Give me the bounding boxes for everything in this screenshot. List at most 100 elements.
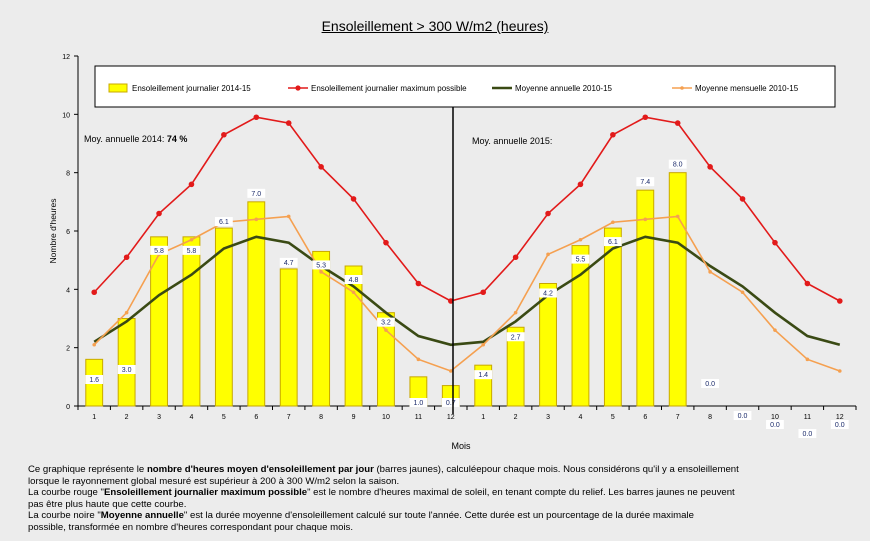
data-label: 7.4	[640, 179, 650, 186]
y-tick-label: 4	[66, 287, 70, 294]
data-label: 3.0	[122, 367, 132, 374]
monthly-marker	[708, 270, 712, 274]
description-line: Ce graphique représente le nombre d'heur…	[28, 464, 739, 475]
data-label: 1.4	[478, 372, 488, 379]
max-marker	[188, 181, 195, 188]
max-marker	[415, 280, 422, 287]
data-label: 1.6	[89, 377, 99, 384]
data-label-bg	[506, 332, 525, 342]
x-axis-label: Mois	[451, 441, 471, 451]
description-line: La courbe noire "Moyenne annuelle" est l…	[28, 510, 694, 522]
bar	[117, 318, 136, 407]
data-label: 4.2	[543, 291, 553, 298]
data-label: 7.0	[251, 191, 261, 198]
series-line-max	[93, 116, 841, 302]
x-tick-label: 5	[611, 414, 615, 421]
max-marker	[836, 298, 843, 304]
bar	[668, 172, 687, 407]
max-marker	[383, 239, 389, 246]
max-marker	[739, 196, 746, 202]
y-tick-label: 10	[62, 112, 70, 119]
data-label: 5.3	[316, 262, 326, 269]
legend	[94, 65, 836, 108]
monthly-marker	[189, 237, 194, 242]
data-label-bg	[344, 275, 363, 284]
monthly-marker	[740, 290, 745, 295]
bar	[539, 283, 557, 407]
max-marker	[91, 289, 98, 296]
monthly-marker	[92, 342, 97, 347]
data-label: 0.0	[835, 422, 845, 429]
x-tick-label: 8	[708, 414, 712, 421]
x-tick-label: 10	[382, 414, 390, 421]
data-label: 5.5	[576, 257, 586, 264]
x-tick-label: 11	[804, 414, 811, 421]
monthly-marker	[124, 310, 129, 315]
bar	[344, 265, 363, 407]
bar	[247, 201, 266, 407]
data-label-bg	[733, 411, 752, 420]
series-line-annual	[93, 235, 841, 347]
max-marker	[674, 120, 681, 126]
max-marker	[545, 210, 551, 217]
max-marker	[480, 289, 487, 296]
data-label: 0.0	[770, 422, 780, 429]
description-line: pas être plus haute que cette courbe.	[28, 498, 187, 510]
y-tick-label: 12	[62, 54, 70, 61]
x-tick-label: 8	[319, 414, 323, 421]
series-line-monthly	[93, 215, 841, 372]
x-tick-label: 12	[836, 414, 844, 421]
max-marker	[253, 114, 260, 121]
monthly-marker	[416, 357, 421, 362]
monthly-marker	[384, 328, 388, 332]
x-tick-label: 1	[92, 414, 96, 421]
y-tick-label: 2	[66, 346, 70, 353]
monthly-marker	[513, 310, 518, 315]
legend-label: Moyenne annuelle 2010-15	[515, 84, 613, 93]
bar	[312, 250, 331, 407]
monthly-marker	[611, 220, 615, 225]
x-tick-label: 1	[481, 414, 485, 421]
x-tick-label: 11	[415, 414, 422, 421]
data-label: 1.0	[414, 400, 424, 407]
monthly-marker	[805, 357, 810, 362]
bar	[571, 245, 590, 407]
x-tick-label: 7	[287, 414, 291, 421]
y-tick-label: 6	[66, 229, 70, 236]
max-marker	[221, 131, 227, 138]
data-label-bg	[85, 375, 104, 384]
max-marker	[642, 114, 649, 121]
data-label: 5.8	[154, 248, 164, 255]
x-tick-label: 7	[676, 414, 680, 421]
x-tick-label: 3	[546, 414, 550, 421]
legend-label: Ensoleillement journalier maximum possib…	[311, 84, 467, 93]
data-label: 4.7	[284, 260, 294, 267]
monthly-marker	[546, 252, 550, 257]
x-tick-label: 9	[352, 414, 356, 421]
bar	[506, 326, 525, 407]
y-tick-label: 0	[66, 404, 70, 411]
data-label-bg	[539, 288, 557, 298]
x-tick-label: 4	[579, 414, 583, 421]
x-tick-label: 10	[771, 414, 779, 421]
bar	[182, 236, 201, 407]
monthly-marker	[578, 237, 583, 242]
data-label-bg	[409, 398, 428, 407]
x-tick-label: 2	[125, 414, 129, 421]
data-label-bg	[668, 159, 687, 169]
x-tick-label: 12	[447, 414, 455, 421]
y-axis-label: Nombre d'heures	[48, 199, 58, 264]
max-marker	[610, 131, 616, 138]
x-tick-label: 5	[222, 414, 226, 421]
monthly-marker	[448, 369, 453, 373]
data-label: 0.0	[705, 381, 715, 388]
max-marker	[577, 181, 584, 188]
data-label-bg	[247, 188, 266, 198]
monthly-marker	[675, 214, 680, 219]
y-tick-label: 8	[66, 171, 70, 178]
data-label-bg	[603, 237, 622, 247]
data-label-bg	[571, 254, 590, 264]
max-marker	[707, 164, 713, 170]
monthly-marker	[254, 217, 259, 222]
